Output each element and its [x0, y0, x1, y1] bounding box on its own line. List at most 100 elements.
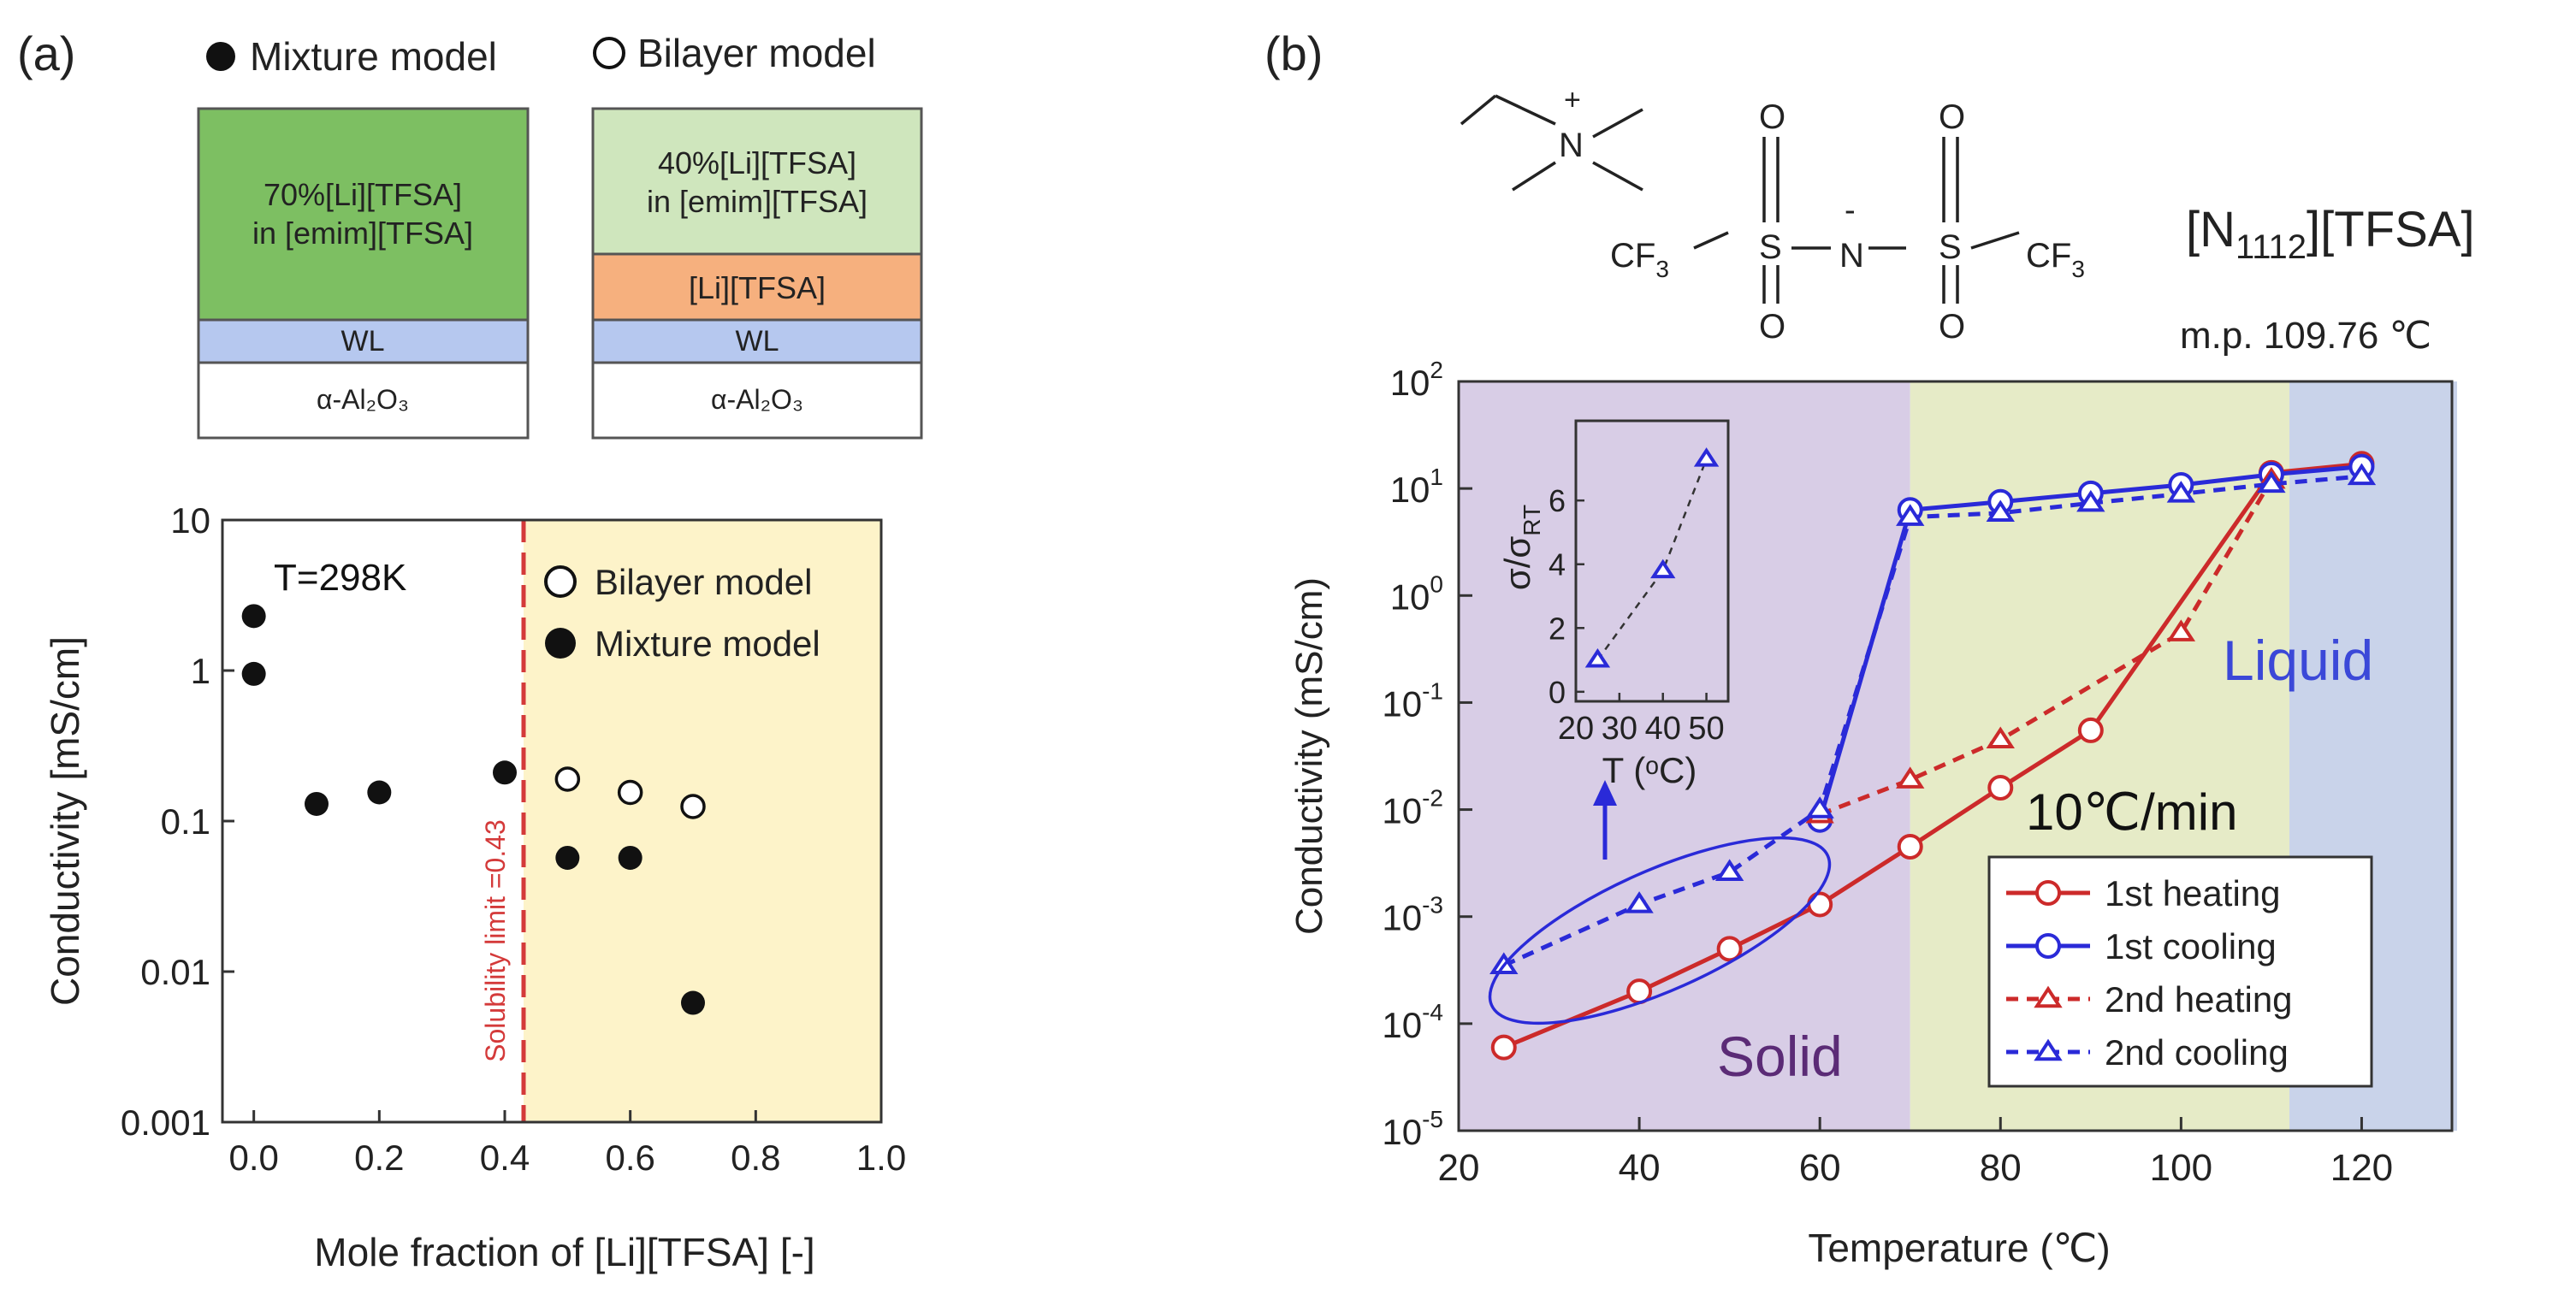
chart-a-ytick-label: 0.1 [161, 801, 210, 842]
highlight-arrow [1593, 780, 1617, 860]
chart-b-ytick-base: 10 [1382, 791, 1422, 831]
chart-b-ytick-label: 10-1 [1382, 677, 1443, 724]
inset-xlabel: T (ᵒC) [1602, 750, 1697, 790]
legend-top-mixture-label: Mixture model [250, 34, 497, 79]
mixture-wl-layer [197, 318, 530, 364]
chart-b-ytick-base: 10 [1382, 1112, 1422, 1152]
chart-b-xtick-label: 40 [1619, 1147, 1661, 1189]
region-label-solid: Solid [1717, 1025, 1843, 1088]
series-triangle-marker [2347, 463, 2377, 486]
legend-circle-marker [2035, 933, 2061, 959]
chart-b-ytick-exp: -3 [1422, 892, 1443, 919]
series-triangle-marker [1625, 891, 1654, 913]
chart-b-ytick-base: 10 [1382, 683, 1422, 724]
chart-b-xtick-label: 120 [2330, 1147, 2393, 1189]
chart-b-frame [1457, 380, 2454, 1132]
compound-name-part2: ][TFSA] [2307, 202, 2475, 257]
series-circle-marker [2077, 717, 2104, 743]
chart-b-ytick-exp: -1 [1422, 677, 1443, 704]
inset-chart: 20 30 40 50 0 2 4 6 T (ᵒC) σ/σRT [1497, 419, 1730, 790]
bilayer-layer-line1: 40%[Li][TFSA] [658, 145, 856, 180]
series-circle-marker [1807, 891, 1833, 918]
chemical-structure [1460, 94, 2020, 304]
group-cf3-left: CF3 [1610, 237, 1669, 282]
legend-triangle-marker [2034, 985, 2063, 1008]
mixture-substrate-label: α-Al₂O₃ [317, 384, 409, 415]
series-triangle-marker [1896, 504, 1925, 526]
atom-n-anion: N [1839, 237, 1864, 275]
inset-xtick-label: 20 [1558, 711, 1594, 747]
chart-a-xtick-label: 0.6 [605, 1138, 654, 1178]
series-line [1502, 474, 2362, 968]
series-circle-marker [1987, 775, 2014, 801]
chart-a-ytick-label: 0.01 [140, 952, 210, 992]
bilayer-point [554, 766, 581, 792]
atom-s-1: S [1759, 228, 1782, 266]
series-triangle-marker [2257, 470, 2286, 493]
chart-a-solubility-label: Solubility limit =0.43 [480, 819, 511, 1062]
bilayer-substrate-label: α-Al₂O₃ [711, 384, 803, 415]
legend-bilayer-marker [544, 565, 577, 598]
chemical-structure-atoms: N + O S O N - O S O CF3 CF3 [1559, 84, 2085, 346]
legend-top-bilayer-label: Bilayer model [637, 31, 876, 75]
series-circle-marker [1716, 936, 1743, 962]
legend-top-bilayer-marker [593, 37, 625, 69]
series-circle-marker [1490, 1034, 1517, 1061]
chart-b-ytick-label: 102 [1390, 357, 1443, 403]
mixture-point [618, 845, 643, 870]
inset-ytick-label: 6 [1549, 483, 1566, 518]
chart-a-xtick-label: 1.0 [856, 1138, 906, 1178]
legend-label: 1st heating [2105, 873, 2281, 913]
inset-ytick-label: 2 [1549, 611, 1566, 646]
chart-b-ytick-label: 10-4 [1382, 999, 1443, 1045]
mixture-wl-label: WL [341, 325, 385, 358]
mixture-point [555, 845, 580, 870]
series-triangle-marker [1896, 766, 1925, 789]
legend-label: 1st cooling [2105, 926, 2277, 966]
atom-s-2: S [1939, 228, 1962, 266]
mixture-point [305, 791, 329, 816]
chart-b-ytick-base: 10 [1390, 470, 1430, 510]
panel-b-label: (b) [1264, 27, 1323, 80]
chart-b-xtick-label: 60 [1799, 1147, 1841, 1189]
atom-o-2: O [1759, 308, 1785, 346]
atom-n-cation: N [1559, 127, 1584, 164]
bilayer-point [617, 779, 643, 806]
chart-b-ytick-exp: -2 [1422, 785, 1443, 812]
chart-a-ylabel: Conductivity [mS/cm] [43, 636, 87, 1006]
legend-mixture-marker [545, 628, 576, 659]
chart-b-xlabel: Temperature (℃) [1808, 1226, 2110, 1270]
series-triangle-marker [2166, 481, 2196, 503]
bilayer-layer-top [591, 107, 923, 256]
legend-label: 2nd heating [2105, 979, 2293, 1019]
mixture-layer-line1: 70%[Li][TFSA] [264, 177, 462, 212]
bilayer-li-label: [Li][TFSA] [689, 270, 826, 305]
mixture-model-diagram: 70%[Li][TFSA] in [emim][TFSA] WL α-Al₂O₃ [197, 107, 530, 440]
bilayer-model-diagram: 40%[Li][TFSA] in [emim][TFSA] [Li][TFSA]… [591, 107, 923, 440]
chart-b-ytick-label: 100 [1390, 570, 1443, 617]
chart-b-ytick-exp: 1 [1430, 464, 1443, 490]
chart-b-ytick-label: 10-3 [1382, 892, 1443, 938]
chart-b-ytick-exp: -5 [1422, 1106, 1443, 1132]
highlight-ellipse [1488, 836, 1832, 1025]
mixture-layer-top [197, 107, 530, 322]
compound-name-part1: [N [2186, 202, 2235, 257]
series-triangle-marker [2166, 619, 2196, 641]
cf3-left-sub: 3 [1655, 256, 1669, 282]
chart-a-solubility-region [524, 520, 881, 1122]
inset-frame [1574, 419, 1730, 703]
cf3-left-cf: CF [1610, 237, 1655, 275]
chart-a-xtick-label: 0.4 [480, 1138, 530, 1178]
inset-ylabel: σ/σRT [1497, 505, 1545, 590]
atom-o-1: O [1759, 98, 1785, 136]
chart-b: 20 40 60 80 100 12010-510-410-310-210-1100101… [1288, 357, 2457, 1270]
chart-b-ytick-label: 10-5 [1382, 1106, 1443, 1152]
melting-point: m.p. 109.76 ℃ [2180, 315, 2431, 357]
chart-b-ytick-base: 10 [1382, 1005, 1422, 1045]
mixture-point [681, 990, 705, 1015]
atom-o-4: O [1939, 308, 1965, 346]
inset-marker [1584, 647, 1611, 668]
legend-top-mixture-marker [206, 42, 235, 71]
inset-xtick-label: 30 [1602, 711, 1637, 747]
mixture-layer-line2: in [emim][TFSA] [252, 216, 473, 251]
